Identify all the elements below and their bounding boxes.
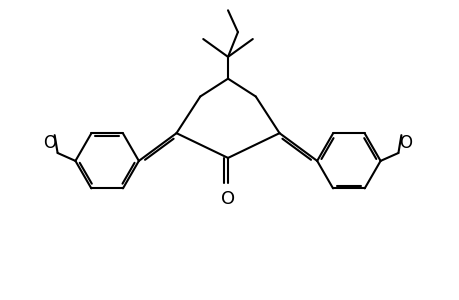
Text: O: O <box>398 134 412 152</box>
Text: O: O <box>220 190 235 208</box>
Text: O: O <box>44 134 56 152</box>
